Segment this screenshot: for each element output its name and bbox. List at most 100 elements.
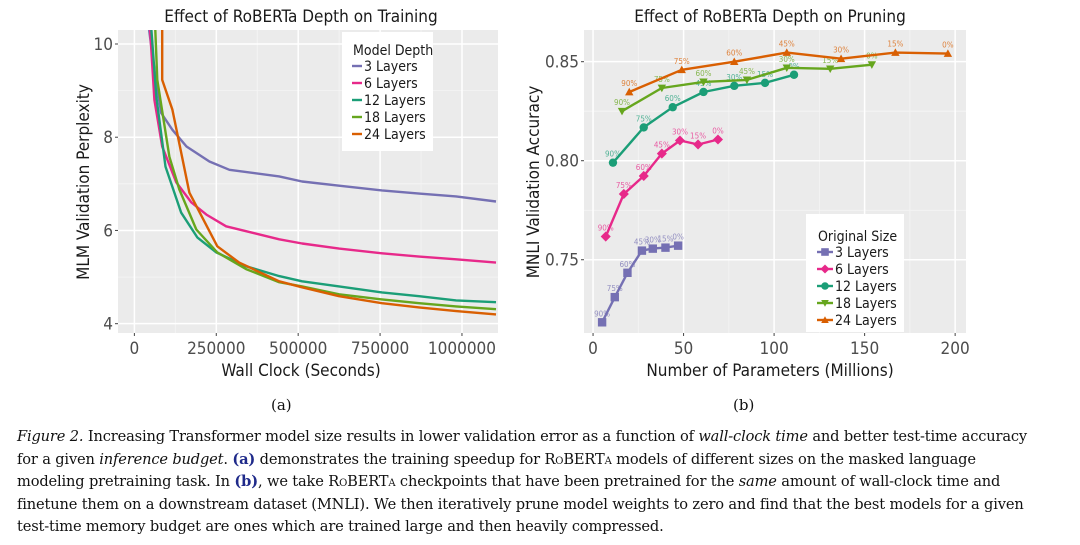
data-point bbox=[760, 78, 770, 88]
data-label: 75% bbox=[616, 181, 632, 190]
data-point bbox=[821, 316, 829, 324]
legend-entry: 6 Layers bbox=[364, 76, 418, 92]
data-label: 75% bbox=[674, 57, 690, 66]
legend-entry: 18 Layers bbox=[364, 110, 426, 126]
data-label: 60% bbox=[665, 94, 681, 103]
subfigure-ref-a[interactable]: (a) bbox=[232, 450, 256, 468]
y-tick-label: 6 bbox=[103, 221, 113, 241]
data-point bbox=[782, 48, 791, 56]
data-label: 30% bbox=[779, 55, 795, 64]
data-point bbox=[597, 318, 607, 327]
y-axis-label: MLM Validation Perplexity bbox=[74, 84, 94, 280]
data-label: 75% bbox=[607, 284, 623, 293]
data-label: 60% bbox=[636, 163, 652, 172]
caption-text: modeling pretraining task. In bbox=[17, 473, 235, 490]
data-point bbox=[821, 299, 829, 307]
y-tick-label: 10 bbox=[94, 35, 113, 55]
series-lines: 90%75%60%45%30%15%0%90%75%60%45%30% 15%0%… bbox=[594, 40, 954, 327]
x-tick-label: 150 bbox=[850, 339, 879, 359]
data-point bbox=[821, 248, 829, 256]
series-line-12-layers bbox=[150, 30, 497, 304]
subfigure-ref-b[interactable]: (b) bbox=[234, 473, 258, 490]
data-label: 30% bbox=[726, 73, 742, 82]
legend-entry: 3 Layers bbox=[364, 59, 418, 75]
data-point bbox=[639, 123, 648, 132]
data-label: 75% bbox=[654, 75, 670, 84]
caption-emphasis: wall-clock time bbox=[698, 428, 808, 445]
data-point bbox=[943, 49, 953, 57]
caption-text: checkpoints that have been pretrained fo… bbox=[395, 473, 739, 490]
axes: 0 250000 500000 750000 1000000 4 6 8 10 bbox=[94, 35, 496, 359]
x-tick-label: 50 bbox=[674, 339, 693, 359]
caption-text: demonstrates the training speedup for bbox=[255, 450, 545, 468]
data-label: 45% bbox=[739, 67, 755, 76]
caption-emphasis: inference budget bbox=[99, 450, 224, 468]
model-name: RoBERTa bbox=[544, 450, 612, 468]
series-line-3-layers bbox=[601, 244, 679, 323]
data-point bbox=[699, 87, 708, 97]
caption-text: and better test-time accuracy bbox=[807, 428, 1027, 445]
x-tick-label: 0 bbox=[588, 339, 598, 359]
data-point bbox=[826, 65, 835, 74]
data-point bbox=[712, 134, 724, 145]
data-point bbox=[661, 243, 670, 252]
data-point bbox=[610, 292, 619, 302]
data-point bbox=[674, 135, 685, 146]
series-line-12-layers bbox=[612, 73, 795, 164]
data-label: 0% bbox=[672, 233, 684, 242]
data-label: 30% bbox=[672, 128, 688, 137]
series-lines bbox=[147, 30, 497, 316]
subfigure-label-b: (b) bbox=[733, 396, 755, 414]
figure-caption: Figure 2. Increasing Transformer model s… bbox=[17, 426, 1067, 539]
data-point bbox=[648, 244, 657, 253]
data-label: 60% bbox=[695, 69, 711, 78]
data-point bbox=[782, 64, 791, 73]
caption-line: Figure 2. Increasing Transformer model s… bbox=[17, 426, 1067, 449]
data-label: 30% bbox=[833, 46, 849, 55]
data-label: 0% bbox=[942, 41, 954, 50]
data-label: 0% bbox=[866, 52, 878, 61]
legend-box bbox=[342, 32, 433, 151]
data-label: 90% bbox=[621, 79, 637, 88]
data-label: 60% bbox=[726, 49, 742, 58]
data-label: 75% bbox=[636, 114, 652, 123]
y-tick-label: 4 bbox=[103, 315, 113, 335]
caption-emphasis: same bbox=[738, 473, 777, 490]
caption-line: modeling pretraining task. In (b), we ta… bbox=[17, 471, 1067, 494]
data-label: 90% bbox=[598, 224, 614, 233]
y-tick-label: 0.85 bbox=[545, 53, 579, 73]
data-label: 90% bbox=[594, 309, 610, 318]
data-label: 15% bbox=[657, 235, 673, 244]
gridlines bbox=[584, 30, 966, 333]
data-label: 90% bbox=[614, 98, 630, 107]
legend-entry: 6 Layers bbox=[835, 262, 889, 278]
x-axis-label: Wall Clock (Seconds) bbox=[221, 361, 380, 381]
caption-text: amount of wall-clock time and bbox=[776, 473, 1001, 490]
data-point bbox=[730, 57, 739, 66]
data-label: 45% bbox=[695, 79, 711, 88]
x-tick-label: 250000 bbox=[187, 339, 245, 359]
legend-title: Model Depth bbox=[353, 43, 433, 59]
data-point bbox=[668, 103, 677, 112]
x-axis-label: Number of Parameters (Millions) bbox=[646, 361, 893, 381]
data-label: 0% bbox=[712, 127, 724, 136]
legend-entry: 18 Layers bbox=[835, 296, 897, 312]
data-point bbox=[693, 139, 704, 150]
data-point bbox=[625, 87, 634, 96]
data-point bbox=[730, 81, 739, 91]
caption-text: models of different sizes on the masked … bbox=[611, 450, 976, 468]
x-tick-label: 0 bbox=[130, 339, 140, 359]
data-label: 60% bbox=[619, 260, 635, 269]
data-point bbox=[789, 70, 799, 79]
data-point bbox=[617, 107, 627, 116]
x-tick-label: 750000 bbox=[351, 339, 409, 359]
y-tick-label: 0.75 bbox=[545, 251, 579, 271]
data-point bbox=[600, 231, 611, 242]
data-label: 45% bbox=[779, 40, 795, 49]
caption-text: Increasing Transformer model size result… bbox=[83, 428, 699, 445]
plot-panel bbox=[584, 30, 966, 333]
data-label: 15% bbox=[822, 56, 838, 65]
legend-entry: 12 Layers bbox=[835, 279, 897, 295]
